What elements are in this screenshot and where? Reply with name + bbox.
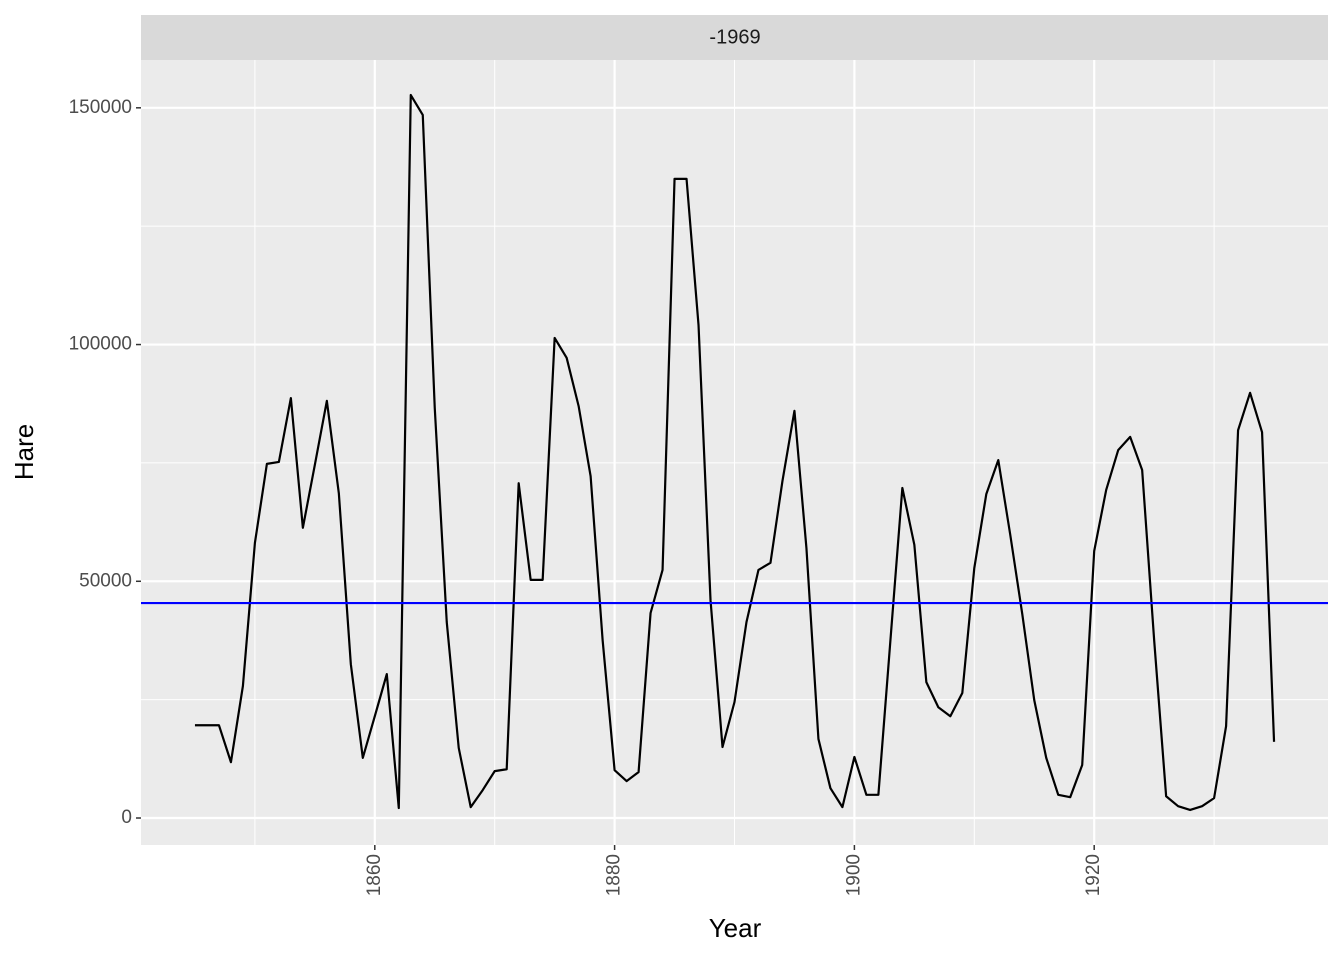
y-tick-label: 0 bbox=[121, 807, 132, 828]
y-tick-label: 150000 bbox=[69, 97, 132, 118]
facet-label: -1969 bbox=[709, 26, 760, 48]
y-tick-label: 50000 bbox=[79, 570, 132, 591]
y-axis-title: Hare bbox=[9, 424, 39, 480]
x-tick-label: 1920 bbox=[1083, 854, 1104, 896]
x-tick-label: 1860 bbox=[364, 854, 385, 896]
x-tick-label: 1880 bbox=[604, 854, 625, 896]
y-tick-label: 100000 bbox=[69, 334, 132, 355]
data-line bbox=[194, 93, 1276, 812]
facet-strip bbox=[141, 15, 1328, 60]
x-axis-title: Year bbox=[709, 913, 762, 943]
x-tick-label: 1900 bbox=[843, 854, 864, 896]
